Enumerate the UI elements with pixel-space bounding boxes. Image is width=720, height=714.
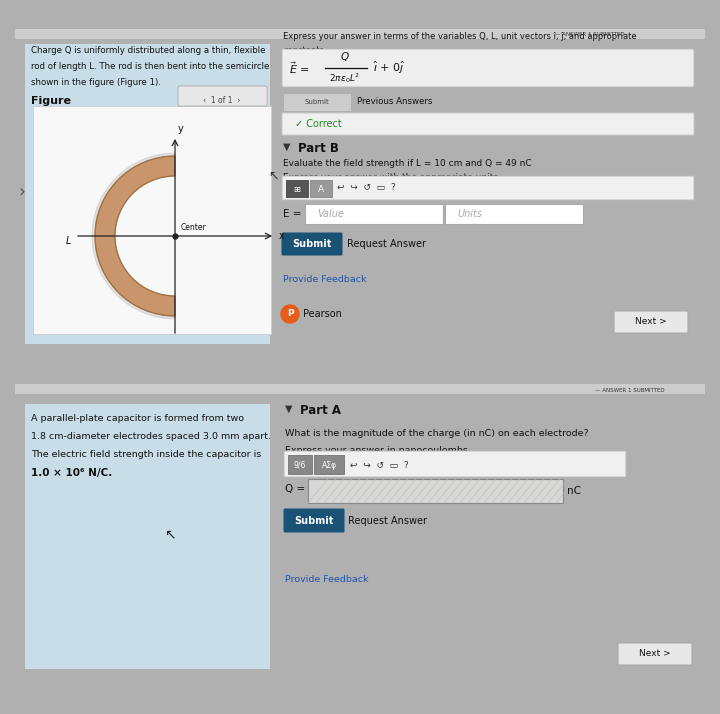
Text: Part A: Part A — [300, 404, 341, 417]
Text: shown in the figure (Figure 1).: shown in the figure (Figure 1). — [31, 78, 161, 87]
FancyBboxPatch shape — [282, 233, 343, 256]
Wedge shape — [92, 153, 175, 319]
Text: $\hat{\imath}$ + 0$\hat{\jmath}$: $\hat{\imath}$ + 0$\hat{\jmath}$ — [373, 60, 405, 76]
Text: Figure: Figure — [31, 96, 71, 106]
Text: What is the magnitude of the charge (in nC) on each electrode?: What is the magnitude of the charge (in … — [285, 429, 589, 438]
Text: Submit: Submit — [292, 239, 332, 249]
FancyBboxPatch shape — [614, 311, 688, 333]
Text: ⊞: ⊞ — [294, 184, 300, 193]
Text: Part B: Part B — [298, 142, 339, 155]
Text: Pearson: Pearson — [303, 309, 342, 319]
Text: A: A — [318, 184, 324, 193]
Text: Center: Center — [181, 223, 207, 232]
Text: Request Answer: Request Answer — [348, 516, 427, 526]
Text: Submit: Submit — [305, 99, 329, 105]
Text: L: L — [66, 236, 71, 246]
FancyBboxPatch shape — [282, 113, 694, 135]
Text: $Q$: $Q$ — [340, 50, 350, 63]
Text: ↖: ↖ — [268, 169, 278, 183]
Wedge shape — [95, 156, 175, 316]
Text: Express your answer in terms of the variables Q, L, unit vectors î, ĵ, and appro: Express your answer in terms of the vari… — [283, 32, 636, 41]
Text: nC: nC — [567, 486, 581, 496]
Text: ↩  ↪  ↺  ▭  ?: ↩ ↪ ↺ ▭ ? — [337, 183, 396, 193]
Text: Next >: Next > — [639, 650, 671, 658]
Text: 1.8 cm-diameter electrodes spaced 3.0 mm apart.: 1.8 cm-diameter electrodes spaced 3.0 mm… — [31, 432, 271, 441]
FancyBboxPatch shape — [25, 404, 270, 669]
Text: ‹  1 of 1  ›: ‹ 1 of 1 › — [203, 96, 240, 105]
FancyBboxPatch shape — [178, 86, 267, 106]
Text: AΣφ: AΣφ — [321, 461, 336, 470]
FancyBboxPatch shape — [305, 204, 443, 224]
Text: ↖: ↖ — [164, 527, 176, 541]
FancyBboxPatch shape — [15, 384, 705, 394]
Text: ▼: ▼ — [283, 142, 290, 152]
Text: Q =: Q = — [285, 484, 305, 494]
Text: — ANSWER 1 SUBMITTED: — ANSWER 1 SUBMITTED — [555, 33, 625, 38]
FancyBboxPatch shape — [445, 204, 583, 224]
Circle shape — [281, 305, 299, 323]
Text: $2\pi\varepsilon_0 L^2$: $2\pi\varepsilon_0 L^2$ — [329, 71, 361, 85]
FancyBboxPatch shape — [618, 643, 692, 665]
FancyBboxPatch shape — [33, 106, 271, 334]
FancyBboxPatch shape — [283, 93, 351, 111]
Text: ▼: ▼ — [285, 404, 292, 414]
Text: Provide Feedback: Provide Feedback — [285, 575, 369, 583]
Text: 1.0 × 10⁶ N/C.: 1.0 × 10⁶ N/C. — [31, 468, 112, 478]
FancyBboxPatch shape — [284, 451, 626, 477]
FancyBboxPatch shape — [15, 29, 705, 39]
Text: $\vec{E}$ =: $\vec{E}$ = — [289, 60, 310, 76]
Text: constants.: constants. — [283, 46, 326, 55]
Text: ↩  ↪  ↺  ▭  ?: ↩ ↪ ↺ ▭ ? — [350, 461, 409, 470]
Text: Express your answer with the appropriate units.: Express your answer with the appropriate… — [283, 173, 501, 182]
FancyBboxPatch shape — [288, 455, 312, 474]
Text: The electric field strength inside the capacitor is: The electric field strength inside the c… — [31, 450, 261, 459]
Text: Charge Q is uniformly distributed along a thin, flexible: Charge Q is uniformly distributed along … — [31, 46, 266, 55]
Text: rod of length L. The rod is then bent into the semicircle: rod of length L. The rod is then bent in… — [31, 62, 269, 71]
FancyBboxPatch shape — [282, 176, 694, 200]
FancyBboxPatch shape — [25, 44, 270, 344]
Text: Request Answer: Request Answer — [347, 239, 426, 249]
Text: Evaluate the field strength if L = 10 cm and Q = 49 nC: Evaluate the field strength if L = 10 cm… — [283, 159, 531, 168]
Text: y: y — [178, 124, 184, 134]
FancyBboxPatch shape — [308, 479, 563, 503]
Text: Previous Answers: Previous Answers — [357, 98, 433, 106]
Text: Express your answer in nanocoulombs.: Express your answer in nanocoulombs. — [285, 446, 471, 455]
Text: E =: E = — [283, 209, 302, 219]
FancyBboxPatch shape — [310, 180, 332, 197]
Text: Provide Feedback: Provide Feedback — [283, 274, 366, 283]
FancyBboxPatch shape — [286, 180, 308, 197]
Text: Submit: Submit — [294, 516, 333, 526]
Text: Value: Value — [317, 209, 344, 219]
FancyBboxPatch shape — [314, 455, 344, 474]
Text: Units: Units — [457, 209, 482, 219]
Text: x: x — [279, 231, 284, 241]
Text: P: P — [287, 309, 293, 318]
Text: — ANSWER 1 SUBMITTED: — ANSWER 1 SUBMITTED — [595, 388, 665, 393]
Text: 9/6: 9/6 — [294, 461, 306, 470]
FancyBboxPatch shape — [282, 49, 694, 87]
Text: ›: › — [18, 183, 24, 201]
Text: Next >: Next > — [635, 318, 667, 326]
Text: ✓ Correct: ✓ Correct — [295, 119, 342, 129]
Text: A parallel-plate capacitor is formed from two: A parallel-plate capacitor is formed fro… — [31, 414, 244, 423]
FancyBboxPatch shape — [284, 508, 344, 533]
